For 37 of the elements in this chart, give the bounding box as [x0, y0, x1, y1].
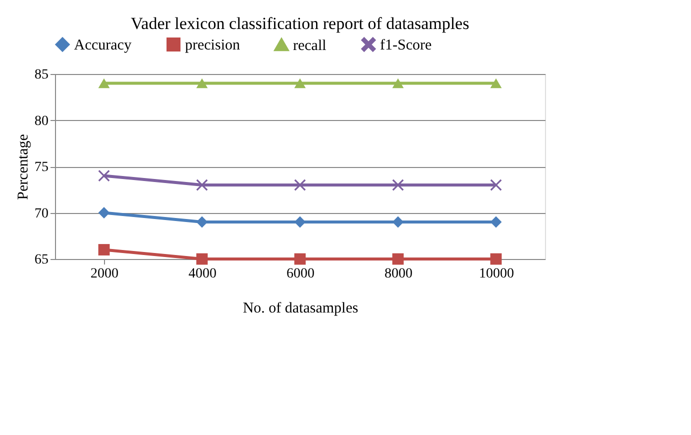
x-tick-label: 2000 [90, 266, 118, 282]
x-tick-label: 8000 [384, 266, 412, 282]
point [392, 78, 404, 88]
x-tick-label: 6000 [286, 266, 314, 282]
legend-label: recall [293, 38, 326, 54]
legend-label: precision [185, 38, 240, 54]
x-tick-label: 4000 [188, 266, 216, 282]
point [392, 179, 404, 191]
point [98, 207, 110, 218]
point [490, 78, 502, 88]
x-tick-label: 10000 [479, 266, 514, 282]
y-tick-label: 80 [34, 114, 48, 129]
point [196, 179, 208, 191]
point [490, 253, 502, 265]
point [294, 216, 306, 228]
point [392, 216, 404, 228]
point [98, 244, 110, 256]
y-tick-label: 75 [34, 160, 48, 175]
point [196, 253, 208, 265]
legend-label: Accuracy [74, 38, 132, 54]
point [392, 253, 404, 265]
x-axis-title: No. of datasamples [242, 300, 358, 316]
point [98, 170, 110, 182]
y-tick-label: 85 [34, 68, 48, 82]
y-axis-title: Percentage [16, 134, 32, 200]
point [490, 179, 502, 191]
point [294, 78, 306, 88]
y-tick-label: 70 [34, 206, 48, 222]
point [294, 179, 306, 191]
y-tick-label: 65 [34, 252, 48, 268]
legend-label: f1-Score [380, 38, 432, 54]
point [98, 78, 110, 88]
point [490, 216, 502, 228]
point [196, 78, 208, 88]
point [294, 253, 306, 265]
point [196, 216, 208, 228]
chart-title: Vader lexicon classification report of datasamples [130, 14, 470, 33]
